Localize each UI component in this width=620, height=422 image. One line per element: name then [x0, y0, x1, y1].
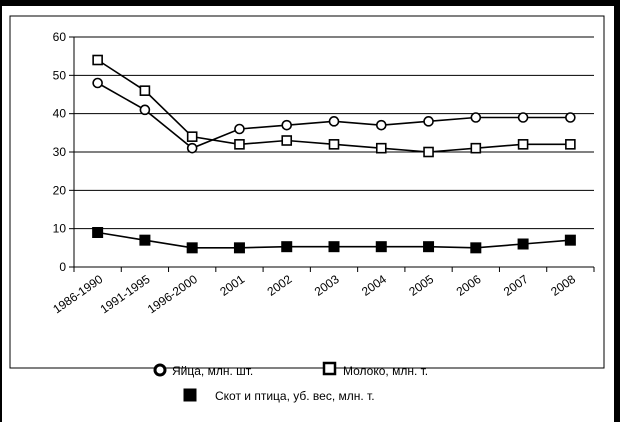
y-tick-label: 0	[59, 260, 66, 274]
data-point-milk	[234, 139, 245, 150]
data-point-eggs	[517, 112, 529, 123]
data-point-livestock	[186, 242, 198, 254]
legend-marker-livestock	[183, 388, 197, 402]
x-tick-label: 2003	[312, 272, 342, 299]
x-tick-label: 2008	[548, 272, 578, 299]
legend-marker-milk	[322, 361, 337, 376]
y-tick-label: 30	[53, 145, 67, 159]
y-tick-labels: 0 10 20 30 40 50 60	[53, 30, 74, 274]
data-point-livestock	[92, 227, 104, 238]
legend-label-livestock: Скот и птица, уб. вес, млн. т.	[215, 389, 375, 403]
gridlines	[74, 36, 594, 230]
y-tick-label: 50	[53, 68, 67, 82]
x-tick-label: 2007	[501, 272, 531, 299]
data-point-livestock	[517, 238, 529, 250]
x-tick-label: 2004	[359, 272, 389, 299]
data-point-milk	[517, 139, 529, 150]
frame-top-border	[0, 0, 620, 6]
x-tick-label: 1991-1995	[98, 272, 153, 317]
y-tick-label: 10	[53, 222, 67, 236]
y-tick-label: 40	[53, 107, 67, 121]
legend-marker-eggs	[153, 363, 167, 377]
series-layer	[92, 54, 576, 254]
data-point-livestock	[423, 241, 435, 253]
data-point-livestock	[233, 242, 245, 254]
series-line-milk	[97, 59, 571, 153]
data-point-milk	[281, 135, 293, 146]
data-point-livestock	[328, 241, 340, 253]
data-point-milk	[328, 139, 340, 150]
data-point-livestock	[564, 234, 576, 246]
data-point-livestock	[470, 242, 482, 254]
x-tick-label: 1986-1990	[50, 272, 105, 317]
x-tick-label: 1996-2000	[145, 272, 200, 317]
data-point-eggs	[139, 104, 151, 116]
y-tick-label: 20	[53, 183, 67, 197]
x-tick-label: 2002	[265, 272, 295, 299]
y-tick-label: 60	[53, 30, 67, 44]
data-point-eggs	[375, 119, 387, 131]
x-tick-label: 2001	[217, 272, 247, 299]
x-tick-label: 2006	[454, 272, 484, 299]
data-point-milk	[139, 85, 151, 96]
legend-label-eggs: Яйца, млн. шт.	[172, 364, 253, 378]
data-point-eggs	[234, 123, 245, 135]
data-point-eggs	[328, 116, 340, 127]
data-point-eggs	[92, 77, 103, 89]
chart-area-border	[9, 15, 605, 369]
data-point-eggs	[423, 116, 434, 127]
legend-label-milk: Молоко, млн. т.	[343, 364, 428, 378]
frame-left-border	[0, 0, 2, 422]
data-point-eggs	[281, 119, 293, 131]
legend: Яйца, млн. шт. Молоко, млн. т. Скот и пт…	[153, 361, 428, 403]
data-point-milk	[375, 142, 387, 154]
frame-right-border	[614, 0, 620, 422]
data-point-milk	[565, 139, 576, 150]
data-point-eggs	[565, 112, 576, 123]
data-point-milk	[470, 142, 482, 154]
data-point-eggs	[470, 112, 482, 123]
x-tick-label: 2005	[406, 272, 436, 299]
data-point-milk	[92, 54, 103, 66]
data-point-eggs	[186, 142, 198, 154]
data-point-livestock	[375, 241, 387, 253]
data-point-livestock	[281, 241, 293, 253]
data-point-milk	[423, 146, 434, 158]
data-point-livestock	[139, 234, 151, 246]
series-line-eggs	[97, 82, 571, 150]
data-point-milk	[186, 131, 198, 142]
